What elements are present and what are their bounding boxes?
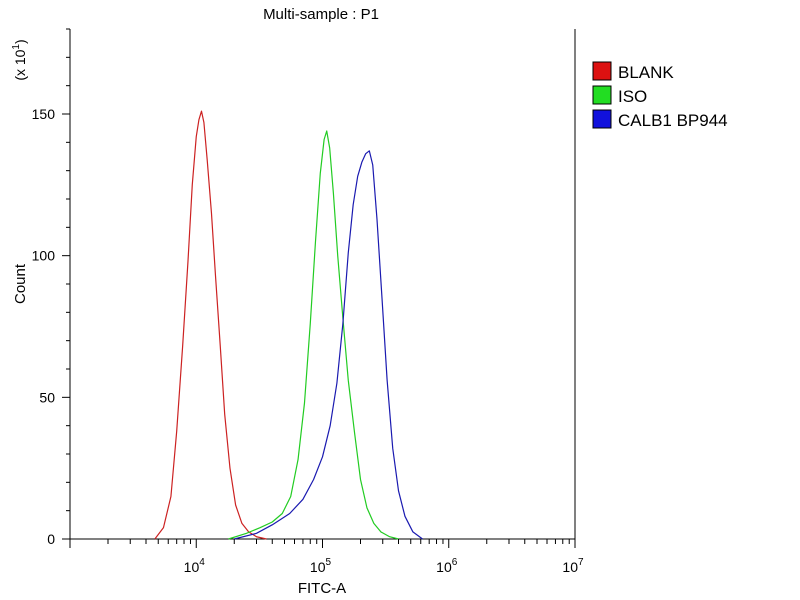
series-line-calb1-bp944	[234, 150, 423, 540]
x-tick-base: 10	[310, 559, 326, 575]
x-tick-label: 107	[562, 557, 584, 575]
x-tick-base: 10	[562, 559, 578, 575]
legend-label: ISO	[618, 87, 647, 106]
legend-swatch	[592, 61, 612, 81]
y-axis-label: Count	[12, 263, 29, 304]
legend-label: CALB1 BP944	[618, 111, 728, 130]
x-tick-label: 104	[184, 557, 206, 575]
y-tick-label: 50	[39, 389, 55, 405]
x-tick-exp: 7	[578, 557, 584, 568]
chart-title: Multi-sample : P1	[263, 6, 379, 23]
x-tick-exp: 6	[452, 557, 458, 568]
x-axis: 104 105 106 107	[69, 539, 584, 575]
y-tick-label: 0	[47, 531, 55, 547]
y-axis-multiplier: (x 101)	[11, 39, 28, 80]
x-tick-base: 10	[184, 559, 200, 575]
x-tick-exp: 5	[326, 557, 332, 568]
legend-label: BLANK	[618, 63, 674, 82]
x-axis-label: FITC-A	[298, 580, 346, 597]
y-multiplier-prefix: (x 10	[12, 49, 28, 80]
legend: BLANK ISO CALB1 BP944	[592, 61, 728, 130]
series-line-iso	[228, 130, 399, 540]
x-tick-exp: 4	[199, 557, 205, 568]
y-axis: 0 50 100 150	[32, 28, 70, 547]
legend-swatch	[592, 109, 612, 129]
plot-frame	[69, 29, 576, 540]
y-multiplier-close: )	[12, 39, 28, 44]
y-tick-label: 100	[32, 248, 56, 264]
series-line-blank	[154, 110, 267, 540]
x-tick-label: 105	[310, 557, 332, 575]
series-layer	[154, 110, 423, 540]
x-tick-base: 10	[436, 559, 452, 575]
y-multiplier-exp: 1	[11, 44, 22, 50]
legend-swatch	[592, 85, 612, 105]
y-tick-label: 150	[32, 106, 56, 122]
x-tick-label: 106	[436, 557, 458, 575]
